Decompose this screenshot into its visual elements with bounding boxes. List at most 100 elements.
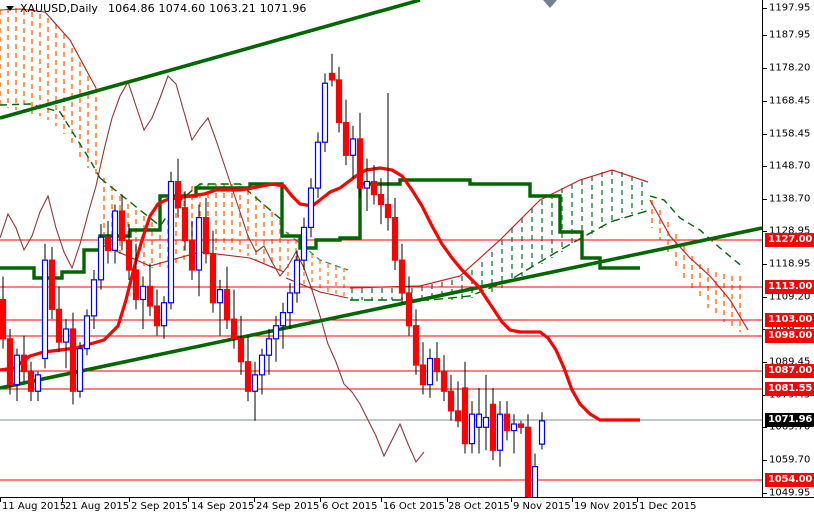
- candlestick[interactable]: [69, 312, 77, 405]
- candlestick[interactable]: [244, 335, 252, 402]
- candlestick[interactable]: [496, 401, 504, 467]
- candlestick[interactable]: [237, 315, 245, 375]
- candlestick-series[interactable]: [0, 0, 762, 498]
- candlestick[interactable]: [0, 276, 7, 349]
- candlestick[interactable]: [468, 401, 476, 454]
- candlestick[interactable]: [510, 414, 518, 454]
- candlestick[interactable]: [34, 371, 42, 402]
- candlestick[interactable]: [454, 381, 462, 428]
- date-tick: [0, 498, 1, 502]
- price-tick: [763, 35, 767, 36]
- candlestick[interactable]: [426, 348, 434, 398]
- candlestick[interactable]: [370, 165, 378, 205]
- candlestick[interactable]: [258, 348, 266, 395]
- candlestick[interactable]: [265, 328, 273, 375]
- candlestick[interactable]: [517, 420, 525, 434]
- candlestick[interactable]: [195, 204, 203, 297]
- candlestick[interactable]: [167, 171, 175, 310]
- candlestick[interactable]: [48, 247, 56, 320]
- candlestick[interactable]: [111, 204, 119, 264]
- candlestick[interactable]: [461, 361, 469, 454]
- candlestick[interactable]: [6, 328, 14, 395]
- candlestick[interactable]: [328, 53, 336, 87]
- level-price-label[interactable]: 1087.00: [765, 364, 814, 378]
- candlestick[interactable]: [489, 387, 497, 461]
- date-label: 16 Oct 2015: [383, 501, 445, 512]
- candlestick[interactable]: [335, 66, 343, 133]
- candlestick[interactable]: [188, 220, 196, 280]
- candlestick[interactable]: [104, 220, 112, 264]
- candlestick[interactable]: [377, 178, 385, 225]
- level-price-label[interactable]: 1098.00: [765, 329, 814, 343]
- trendline-lower[interactable]: [0, 226, 762, 390]
- candlestick[interactable]: [391, 197, 399, 270]
- candlestick[interactable]: [447, 374, 455, 421]
- candlestick[interactable]: [27, 361, 35, 402]
- candlestick[interactable]: [286, 283, 294, 329]
- candlestick[interactable]: [433, 342, 441, 382]
- candlestick[interactable]: [349, 125, 357, 179]
- candlestick[interactable]: [13, 348, 21, 402]
- candlestick[interactable]: [321, 73, 329, 153]
- candlestick[interactable]: [132, 243, 140, 310]
- candlestick[interactable]: [342, 99, 350, 166]
- candlestick[interactable]: [314, 132, 322, 198]
- candlestick[interactable]: [440, 355, 448, 402]
- candlestick[interactable]: [412, 309, 420, 375]
- candlestick[interactable]: [279, 302, 287, 349]
- candlestick[interactable]: [538, 412, 546, 450]
- candlestick[interactable]: [398, 243, 406, 303]
- candlestick[interactable]: [202, 197, 210, 264]
- candlestick[interactable]: [251, 361, 259, 421]
- time-axis[interactable]: 11 Aug 2015 21 Aug 2015 2 Sep 2015 14 Sep 2…: [0, 497, 814, 516]
- candlestick[interactable]: [419, 342, 427, 395]
- candlestick[interactable]: [41, 243, 49, 369]
- candlestick[interactable]: [531, 453, 539, 498]
- candlestick[interactable]: [230, 289, 238, 349]
- level-price-label[interactable]: 1103.00: [765, 313, 814, 327]
- candlestick[interactable]: [181, 191, 189, 251]
- price-tick: [763, 264, 767, 265]
- candlestick[interactable]: [160, 296, 168, 339]
- candlestick[interactable]: [216, 279, 224, 336]
- candlestick[interactable]: [20, 335, 28, 382]
- candlestick[interactable]: [146, 263, 154, 316]
- candlestick[interactable]: [503, 401, 511, 441]
- level-price-label[interactable]: 1054.00: [765, 473, 814, 487]
- candlestick[interactable]: [76, 342, 84, 398]
- candlestick[interactable]: [307, 178, 315, 238]
- candlestick[interactable]: [97, 224, 105, 290]
- date-tick: [254, 498, 255, 502]
- level-price-label[interactable]: 1113.00: [765, 280, 814, 294]
- price-axis[interactable]: 1197.95 1187.95 1178.20 1168.45 1158.45 1148.…: [762, 0, 814, 499]
- candlestick[interactable]: [223, 266, 231, 329]
- trendline-upper[interactable]: [0, 0, 421, 120]
- candlestick[interactable]: [209, 230, 217, 313]
- candlestick[interactable]: [405, 276, 413, 336]
- candlestick[interactable]: [300, 217, 308, 270]
- candlestick[interactable]: [363, 158, 371, 212]
- candlestick[interactable]: [90, 269, 98, 329]
- current-price-label[interactable]: 1071.96: [765, 413, 814, 427]
- candlestick[interactable]: [139, 276, 147, 329]
- candlestick[interactable]: [153, 289, 161, 336]
- candlestick[interactable]: [174, 158, 182, 218]
- level-price-label[interactable]: 1127.00: [765, 233, 814, 247]
- level-price-label[interactable]: 1081.55: [765, 382, 814, 396]
- date-tick: [572, 498, 573, 502]
- candlestick[interactable]: [482, 374, 490, 451]
- candlestick[interactable]: [293, 250, 301, 303]
- candlestick[interactable]: [55, 286, 63, 352]
- candlestick[interactable]: [83, 309, 91, 356]
- candlestick[interactable]: [356, 112, 364, 198]
- chart-plot-area[interactable]: [0, 0, 762, 498]
- candlestick[interactable]: [524, 414, 532, 498]
- price-tick-label: 1138.70: [769, 193, 811, 205]
- candlestick[interactable]: [118, 194, 126, 251]
- candlestick[interactable]: [475, 387, 483, 454]
- candlestick[interactable]: [272, 315, 280, 362]
- candlestick[interactable]: [125, 224, 133, 280]
- candlestick[interactable]: [62, 319, 70, 369]
- candlestick[interactable]: [384, 93, 392, 231]
